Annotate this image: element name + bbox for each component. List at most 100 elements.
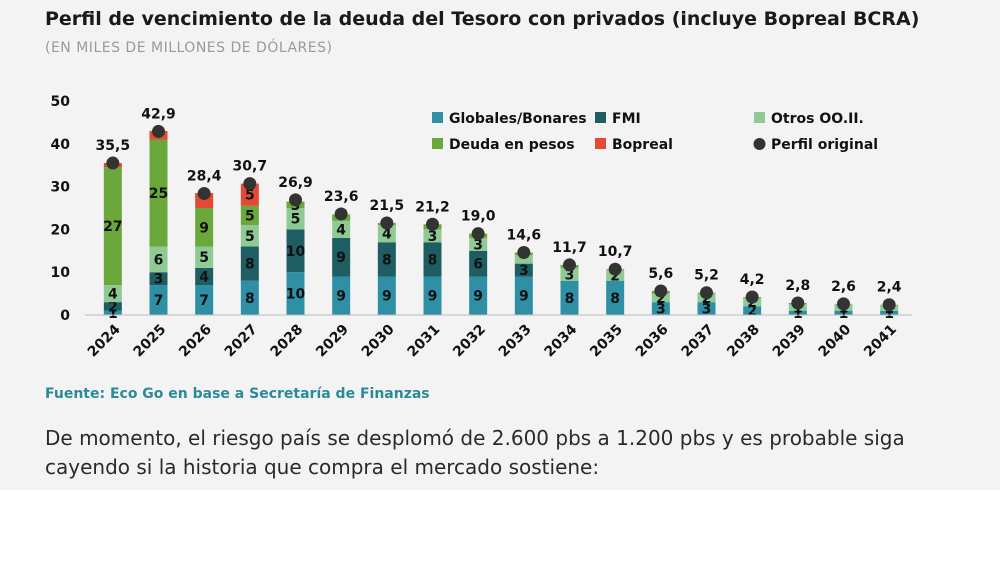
x-tick-label: 2030 (359, 321, 398, 360)
bar-segment (377, 225, 396, 243)
perfil-original-label: 42,9 (141, 106, 176, 122)
perfil-original-label: 19,0 (461, 209, 496, 225)
bar-segment (103, 285, 122, 303)
segment-label: 8 (382, 252, 392, 268)
perfil-original-label: 14,6 (507, 228, 542, 244)
x-tick-label: 2034 (541, 321, 580, 360)
bar-segment (697, 302, 716, 315)
bar-segment (103, 302, 122, 311)
legend-swatch (595, 112, 606, 123)
bar-segment (377, 276, 396, 315)
source-note: Fuente: Eco Go en base a Secretaría de F… (45, 386, 430, 402)
segment-label: 5 (199, 250, 209, 266)
perfil-original-point (654, 284, 668, 298)
legend-marker (753, 138, 766, 150)
perfil-original-point (608, 262, 622, 276)
bar-segment (514, 276, 533, 315)
segment-label: 9 (473, 289, 483, 305)
segment-label: 8 (245, 291, 255, 307)
y-tick-label: 20 (51, 222, 71, 238)
perfil-original-point (380, 216, 394, 230)
segment-label: 4 (382, 227, 392, 243)
bar-segment (469, 276, 488, 315)
x-tick-label: 2040 (815, 321, 854, 360)
bar-segment (332, 220, 351, 238)
perfil-original-label: 21,5 (370, 198, 405, 214)
segment-label: 3 (428, 229, 438, 245)
bar-segment (240, 225, 259, 247)
segment-label: 5 (245, 188, 255, 204)
x-tick-label: 2024 (85, 321, 124, 360)
bar-segment (332, 276, 351, 315)
bar-segment (423, 276, 442, 315)
bar-segment (423, 242, 442, 277)
x-tick-label: 2036 (633, 322, 672, 361)
legend-label: Globales/Bonares (449, 111, 587, 127)
legend-label: FMI (612, 111, 641, 127)
segment-label: 7 (154, 293, 164, 309)
segment-label: 4 (108, 287, 118, 303)
perfil-original-label: 21,2 (415, 199, 450, 215)
perfil-original-label: 4,2 (740, 272, 765, 288)
perfil-original-label: 10,7 (598, 244, 633, 260)
bar-segment (377, 242, 396, 277)
legend-swatch (595, 138, 606, 149)
bar-segment (834, 310, 853, 315)
perfil-original-point (426, 217, 439, 231)
segment-label: 1 (793, 306, 803, 322)
legend-label: Otros OO.II. (771, 111, 864, 127)
chart-subtitle: (EN MILES DE MILLONES DE DÓLARES) (45, 40, 333, 56)
perfil-original-point (152, 124, 165, 138)
segment-label: 5 (291, 212, 301, 228)
perfil-original-point (289, 193, 302, 207)
bar-segment (240, 183, 259, 206)
perfil-original-point (882, 298, 896, 312)
segment-label: 2 (610, 268, 620, 284)
segment-label: 1 (839, 306, 849, 322)
segment-label: 9 (382, 289, 392, 305)
y-tick-label: 50 (51, 94, 71, 110)
bar-segment (560, 267, 579, 281)
segment-label: 3 (154, 272, 164, 288)
perfil-original-point (700, 286, 713, 300)
segment-label: 3 (702, 302, 712, 318)
legend-label: Perfil original (771, 137, 878, 153)
perfil-original-point (745, 290, 759, 304)
legend-swatch (754, 112, 765, 123)
segment-label: 25 (149, 186, 168, 202)
bar-segment (195, 267, 214, 286)
segment-label: 1 (884, 306, 894, 322)
x-tick-label: 2028 (267, 322, 306, 361)
segment-label: 1 (108, 306, 118, 322)
bar-segment (195, 208, 214, 247)
body-paragraph: De momento, el riesgo país se desplomó d… (45, 426, 905, 479)
perfil-original-point (563, 258, 576, 272)
legend-swatch (432, 112, 443, 123)
bar-segment (149, 285, 168, 315)
x-tick-label: 2027 (222, 322, 261, 361)
segment-label: 3 (656, 302, 666, 318)
y-tick-label: 10 (51, 265, 71, 281)
bar-segment (286, 208, 305, 230)
x-tick-label: 2026 (176, 322, 215, 361)
bar-segment (514, 263, 533, 277)
segment-label: 8 (428, 252, 438, 268)
bar-segment (286, 272, 305, 315)
segment-label: 27 (103, 219, 122, 235)
perfil-original-label: 5,2 (694, 268, 719, 284)
x-tick-label: 2031 (404, 322, 443, 361)
segment-label: 8 (610, 291, 620, 307)
bar-segment (788, 310, 807, 315)
perfil-original-label: 2,4 (877, 280, 902, 296)
segment-label: 2 (747, 304, 757, 320)
segment-label: 5 (245, 208, 255, 224)
perfil-original-label: 30,7 (233, 159, 268, 175)
segment-label: 9 (199, 220, 209, 236)
legend-label: Bopreal (612, 137, 673, 153)
bar-segment (149, 139, 168, 247)
bar-segment (332, 237, 351, 277)
bar-segment (651, 293, 670, 303)
segment-label: 9 (336, 250, 346, 266)
bar-segment (103, 167, 122, 286)
segment-label: 4 (336, 222, 346, 238)
